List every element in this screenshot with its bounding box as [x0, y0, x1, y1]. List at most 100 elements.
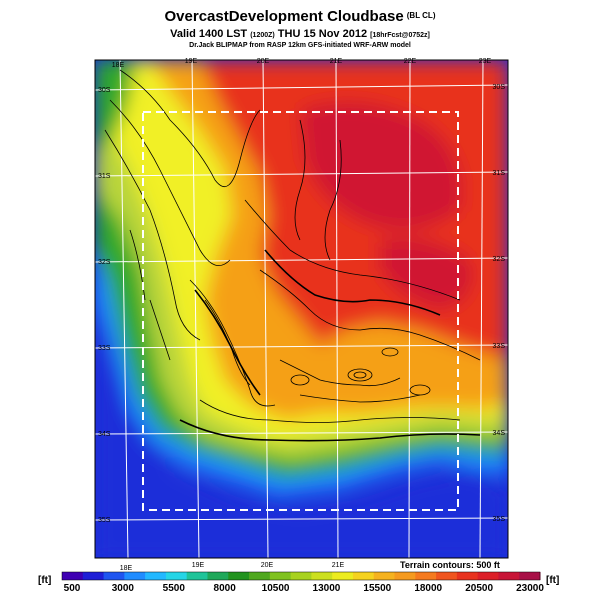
- lat-label-right: 31S: [493, 170, 506, 177]
- map-credit: Dr.Jack BLIPMAP from RASP 12km GFS-initi…: [189, 42, 411, 49]
- colorbar-swatch: [165, 572, 188, 580]
- colorbar-tick-label: 10500: [261, 583, 290, 594]
- meridian-18e: [119, 60, 129, 558]
- lat-label-left: 30S: [98, 87, 111, 94]
- lat-label-right: 34S: [493, 430, 506, 437]
- colorbar-swatch: [103, 572, 125, 580]
- colorbar-swatch: [249, 572, 271, 580]
- colorbar-unit-left: [ft]: [38, 575, 52, 586]
- meridian-21e: [335, 60, 339, 558]
- contour-line-bold: [264, 249, 441, 316]
- colorbar-tick-label: 20500: [465, 583, 494, 594]
- parallel-35s: [95, 517, 508, 521]
- colorbar-tick-label: 3000: [111, 583, 134, 594]
- colorbar-swatch: [477, 572, 499, 580]
- lon-label-bottom: 20E: [261, 562, 274, 569]
- contour-ring: [409, 384, 431, 396]
- lon-label-top: 22E: [404, 58, 417, 65]
- lon-label-top: 18E: [112, 62, 125, 69]
- title-text: OvercastDevelopment Cloudbase: [164, 8, 404, 25]
- contour-line: [259, 269, 481, 361]
- parallel-33s: [95, 344, 508, 349]
- colorbar-tick-label: 500: [63, 583, 81, 594]
- colorbar: [61, 571, 541, 581]
- lat-label-left: 31S: [98, 173, 111, 180]
- lat-label-left: 33S: [98, 345, 111, 352]
- colorbar-swatch: [394, 572, 416, 580]
- lon-label-top: 20E: [257, 58, 270, 65]
- valid-prefix: Valid 1400 LST: [170, 28, 248, 40]
- colorbar-swatch: [207, 572, 229, 580]
- meridian-23e: [479, 60, 484, 558]
- colorbar-swatch: [373, 572, 396, 580]
- valid-code: (1200Z): [250, 32, 275, 39]
- colorbar-swatch: [228, 572, 250, 580]
- colorbar-tick-label: 18000: [414, 583, 443, 594]
- title-tag: (BL CL): [406, 11, 436, 20]
- contour-ring: [381, 347, 399, 357]
- contour-line: [294, 119, 306, 241]
- colorbar-tick-label: 15500: [363, 583, 392, 594]
- colorbar-swatch: [498, 572, 520, 580]
- colorbar-swatch: [311, 572, 333, 580]
- colorbar-swatch: [290, 572, 312, 580]
- colorbar-tick-label: 23000: [516, 583, 544, 594]
- contour-line: [104, 129, 201, 341]
- terrain-contours: [104, 69, 481, 442]
- parallel-30s: [95, 84, 508, 91]
- colorbar-swatch: [124, 572, 146, 580]
- contour-line: [324, 139, 342, 261]
- lon-label-bottom: 19E: [192, 562, 205, 569]
- colorbar-swatch: [332, 572, 354, 580]
- lat-label-right: 30S: [493, 84, 506, 91]
- colorbar-swatch: [62, 572, 84, 580]
- lon-label-bottom: 18E: [120, 565, 133, 572]
- contour-ring: [347, 368, 373, 382]
- graticule: [95, 60, 508, 558]
- colorbar-tick-label: 5500: [162, 583, 185, 594]
- colorbar-swatch: [186, 572, 208, 580]
- contour-note: Terrain contours: 500 ft: [400, 560, 500, 570]
- inner-domain-box: [142, 111, 459, 511]
- meridian-20e: [262, 60, 269, 558]
- colorbar-swatch: [82, 572, 105, 580]
- contour-line: [244, 199, 461, 301]
- contour-line: [199, 399, 461, 423]
- contour-line: [204, 299, 251, 386]
- lat-label-right: 32S: [493, 256, 506, 263]
- lon-label-top: 23E: [479, 58, 492, 65]
- parallel-34s: [95, 431, 508, 435]
- contour-line: [129, 229, 146, 301]
- cloudbase-field: [95, 60, 508, 558]
- lat-label-right: 33S: [493, 343, 506, 350]
- colorbar-swatch: [145, 572, 167, 580]
- parallel-31s: [95, 171, 508, 177]
- meridian-22e: [408, 60, 411, 558]
- contour-line: [109, 99, 231, 267]
- contour-ring: [290, 374, 310, 386]
- lat-label-left: 32S: [98, 259, 111, 266]
- map-subtitle: Valid 1400 LST (1200Z) THU 15 Nov 2012 […: [0, 28, 600, 40]
- contour-line: [149, 299, 171, 361]
- lon-label-top: 19E: [185, 58, 198, 65]
- contour-line: [279, 359, 401, 387]
- lat-label-left: 34S: [98, 431, 111, 438]
- contour-line: [119, 69, 261, 187]
- colorbar-swatch: [352, 572, 375, 580]
- forecast-tag: [18hrFcst@0752z]: [370, 32, 430, 39]
- lon-label-top: 21E: [330, 58, 343, 65]
- colorbar-unit-right: [ft]: [546, 575, 560, 586]
- valid-date: THU 15 Nov 2012: [277, 28, 368, 40]
- parallel-32s: [95, 257, 508, 263]
- graticule-labels: 18E 19E 20E 21E 22E 23E 18E 19E 20E 21E …: [98, 58, 505, 572]
- meridian-19e: [191, 60, 200, 558]
- colorbar-border: [61, 571, 541, 581]
- colorbar-swatch: [519, 572, 541, 580]
- colorbar-tick-label: 13000: [312, 583, 341, 594]
- colorbar-tick-label: 8000: [213, 583, 236, 594]
- colorbar-swatch: [456, 572, 479, 580]
- colorbar-swatch: [436, 572, 458, 580]
- map-title: OvercastDevelopment Cloudbase (BL CL): [0, 8, 600, 25]
- colorbar-swatch: [415, 572, 437, 580]
